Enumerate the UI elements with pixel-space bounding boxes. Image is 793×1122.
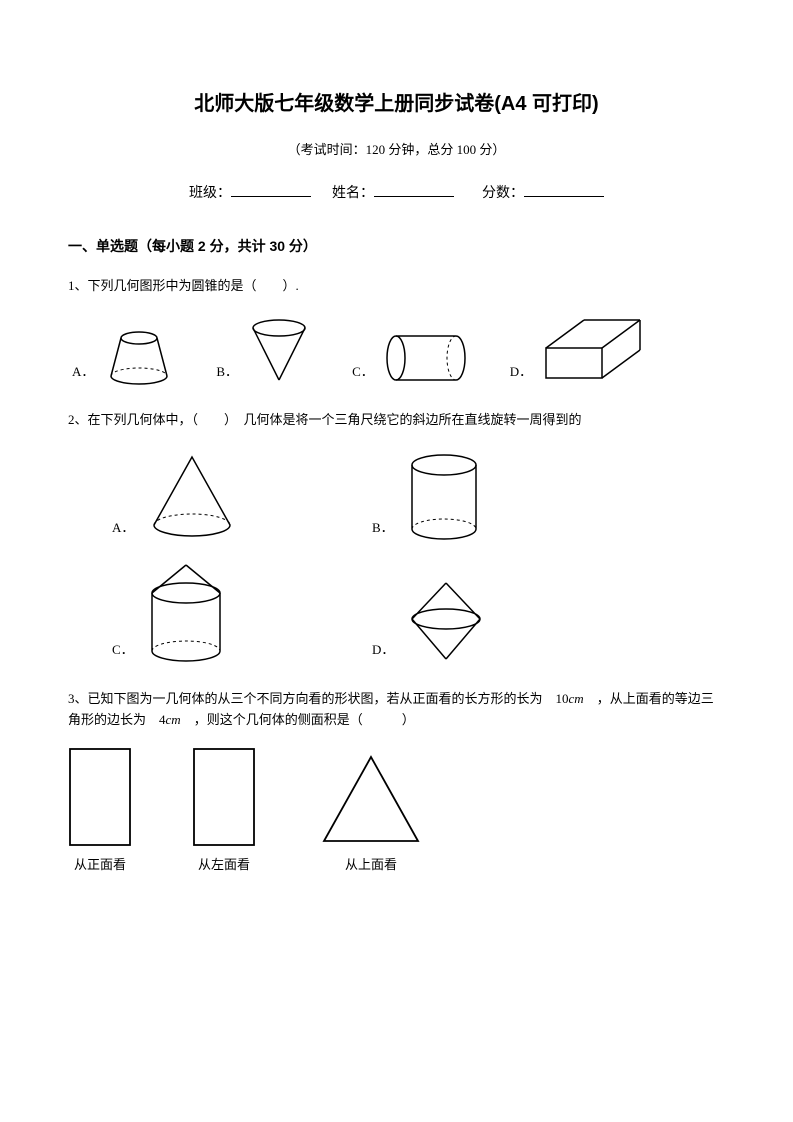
q1-opt-d: D． xyxy=(506,314,644,386)
q3-cm1: cm xyxy=(569,691,584,706)
q2-row-1: A． B． xyxy=(68,451,725,543)
q1-opt-b: B． xyxy=(212,316,312,386)
q3-cm2: cm xyxy=(166,712,181,727)
opt-a-label: A． xyxy=(72,362,94,387)
top-label: 从上面看 xyxy=(345,855,397,876)
left-label: 从左面看 xyxy=(198,855,250,876)
question-2: 2、在下列几何体中，（ ） 几何体是将一个三角尺绕它的斜边所在直线旋转一周得到的… xyxy=(68,410,725,665)
student-info-line: 班级： 姓名： 分数： xyxy=(68,183,725,205)
q1-opt-c: C． xyxy=(348,330,470,386)
top-triangle-icon xyxy=(316,751,426,847)
q2-opt-b: B． xyxy=(368,451,628,543)
question-3: 3、已知下图为一几何体的从三个不同方向看的形状图，若从正面看的长方形的长为 10… xyxy=(68,689,725,875)
q2-c-label: C． xyxy=(112,640,134,665)
class-blank xyxy=(231,183,311,197)
score-blank xyxy=(524,183,604,197)
bicone-icon xyxy=(402,579,490,665)
frustum-icon xyxy=(102,328,176,386)
q2-text: 2、在下列几何体中，（ ） 几何体是将一个三角尺绕它的斜边所在直线旋转一周得到的 xyxy=(68,410,725,431)
q2-row-2: C． D． xyxy=(68,561,725,665)
q1-text: 1、下列几何图形中为圆锥的是（ ）. xyxy=(68,276,725,297)
q3-front-view: 从正面看 xyxy=(68,747,132,876)
q3-text-after: ，则这个几何体的侧面积是（ ） xyxy=(181,712,415,727)
q2-opt-c: C． xyxy=(108,561,368,665)
q3-top-view: 从上面看 xyxy=(316,751,426,876)
cylinder-cone-cap-icon xyxy=(142,561,230,665)
q1-opt-a: A． xyxy=(68,328,176,386)
q3-views: 从正面看 从左面看 从上面看 xyxy=(68,747,725,876)
q2-opt-d: D． xyxy=(368,579,628,665)
q2-d-label: D． xyxy=(372,640,394,665)
section-1-header: 一、单选题（每小题 2 分，共计 30 分） xyxy=(68,235,725,257)
q2-opt-a: A． xyxy=(108,451,368,543)
score-label: 分数： xyxy=(482,186,524,201)
q2-b-label: B． xyxy=(372,518,394,543)
cone-icon xyxy=(246,316,312,386)
opt-c-label: C． xyxy=(352,362,374,387)
cylinder-solid-icon xyxy=(402,451,486,543)
name-blank xyxy=(374,183,454,197)
front-rect-icon xyxy=(68,747,132,847)
q1-options: A． B． C． xyxy=(68,314,725,386)
q3-text-before: 3、已知下图为一几何体的从三个不同方向看的形状图，若从正面看的长方形的长为 10 xyxy=(68,691,569,706)
front-label: 从正面看 xyxy=(74,855,126,876)
class-label: 班级： xyxy=(189,186,231,201)
opt-d-label: D． xyxy=(510,362,532,387)
question-1: 1、下列几何图形中为圆锥的是（ ）. A． B． C． xyxy=(68,276,725,387)
cone-solid-icon xyxy=(142,451,242,543)
left-rect-icon xyxy=(192,747,256,847)
q2-options: A． B． C． xyxy=(68,451,725,665)
exam-subtitle: （考试时间：120 分钟，总分 100 分） xyxy=(68,140,725,161)
prism-icon xyxy=(540,314,644,386)
q3-text: 3、已知下图为一几何体的从三个不同方向看的形状图，若从正面看的长方形的长为 10… xyxy=(68,689,725,731)
q3-left-view: 从左面看 xyxy=(192,747,256,876)
q2-a-label: A． xyxy=(112,518,134,543)
opt-b-label: B． xyxy=(216,362,238,387)
page-title: 北师大版七年级数学上册同步试卷(A4 可打印) xyxy=(68,88,725,120)
name-label: 姓名： xyxy=(332,186,374,201)
cylinder-icon xyxy=(382,330,470,386)
